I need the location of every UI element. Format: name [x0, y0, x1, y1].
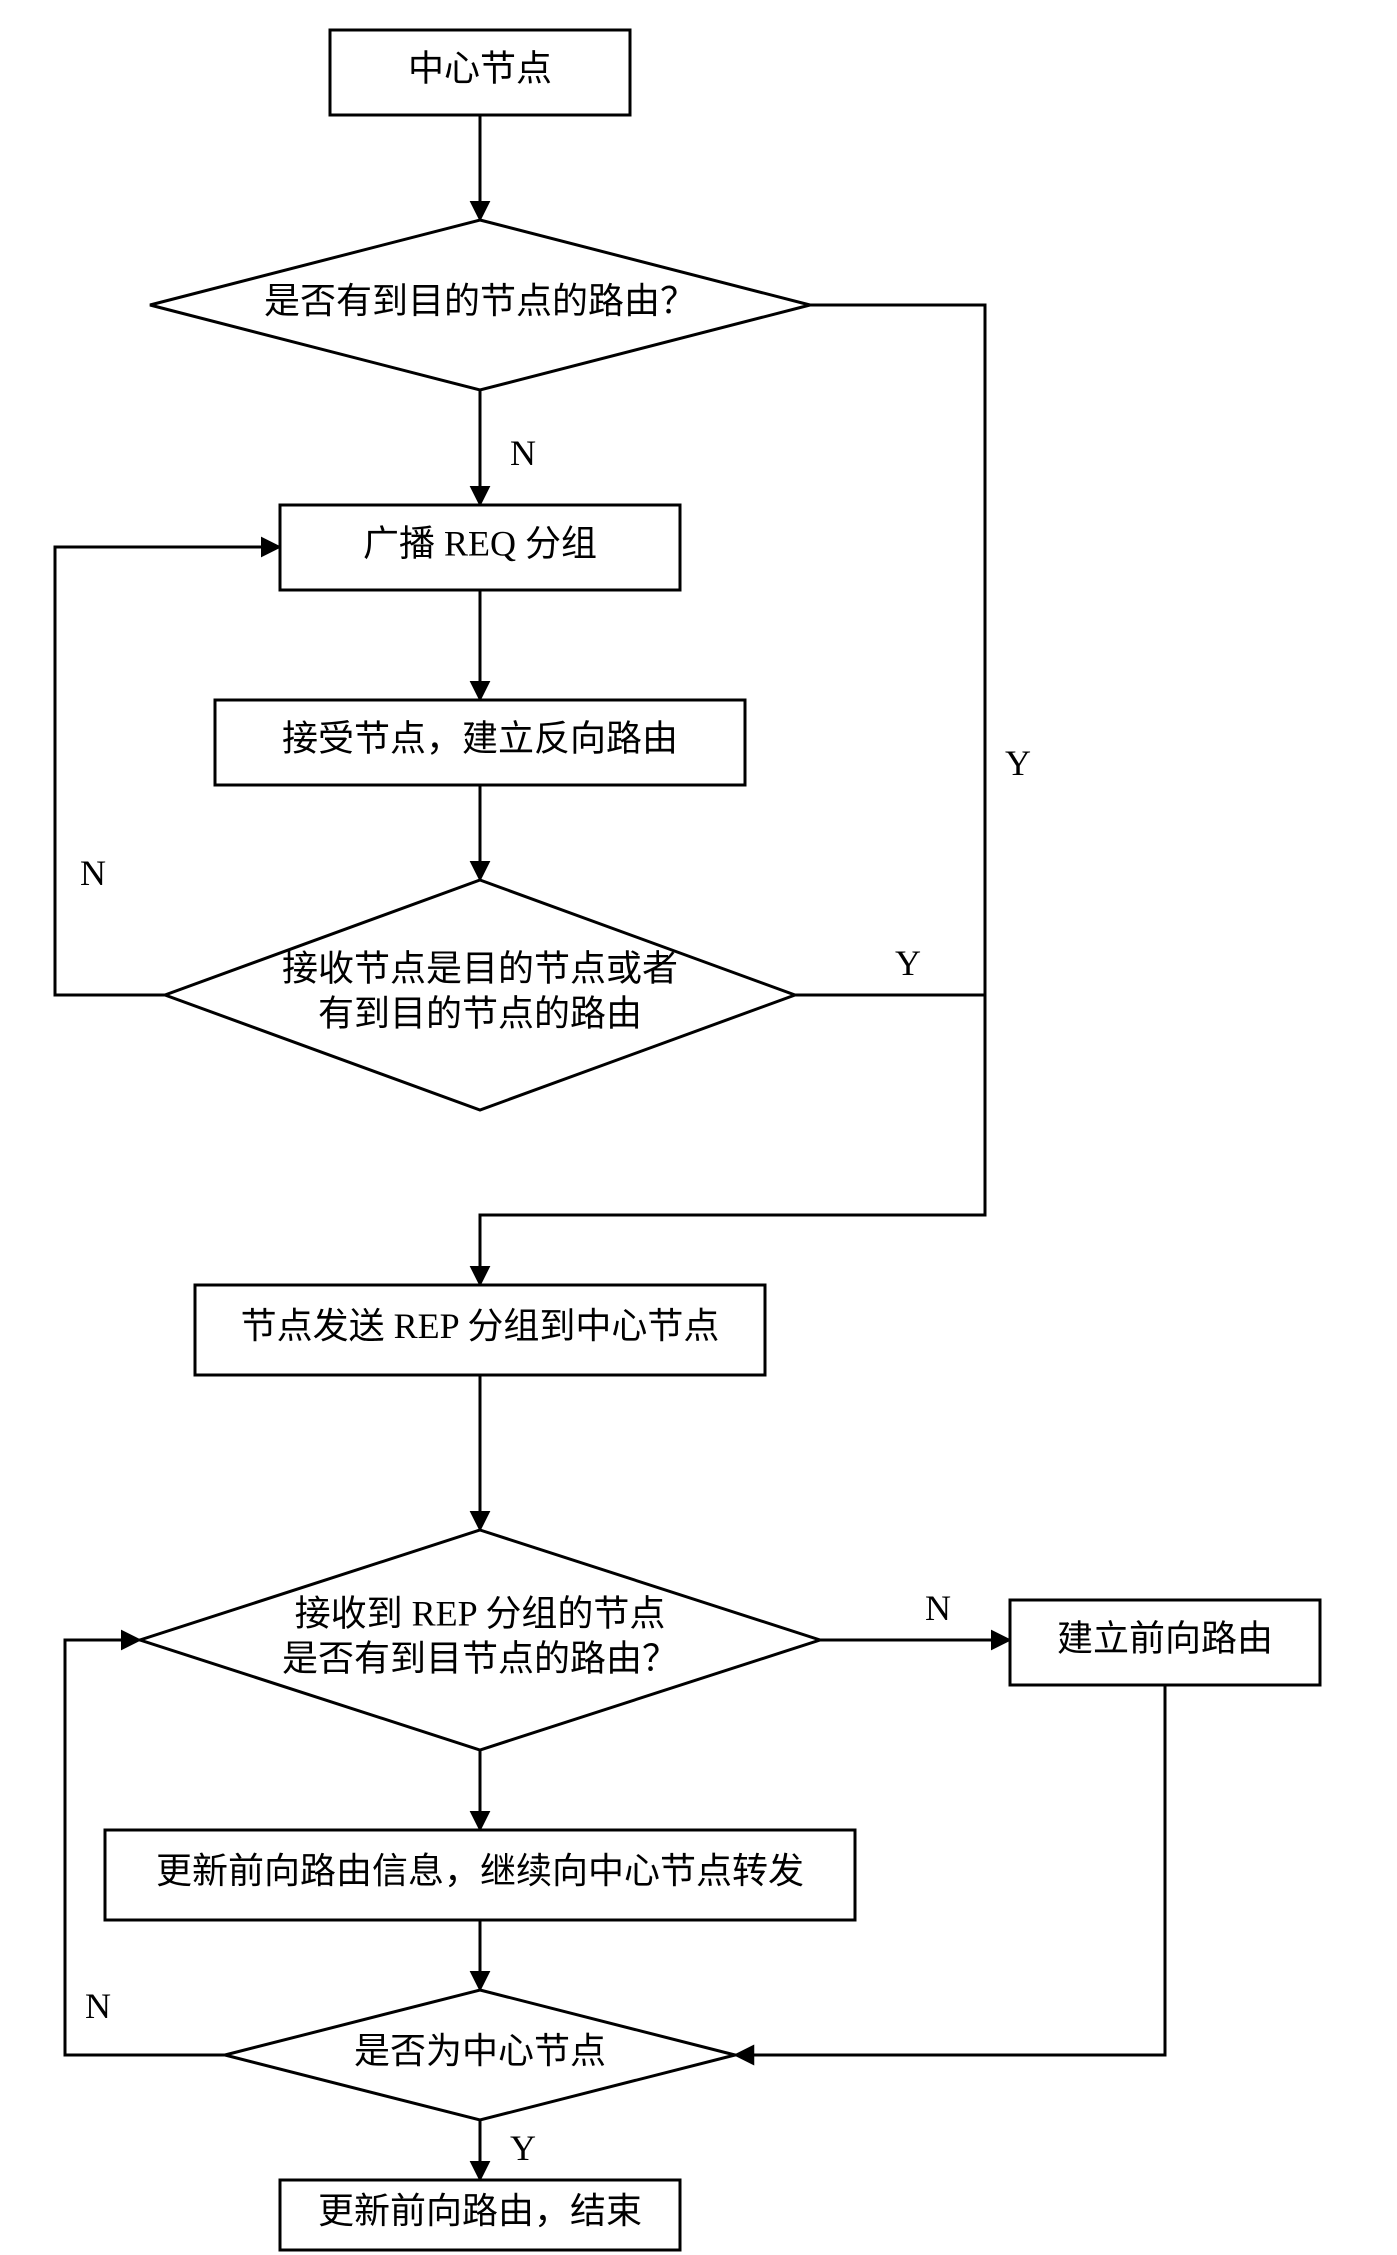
- node-n3: 广播 REQ 分组: [280, 505, 680, 590]
- flowchart-svg: N N Y Y N N Y 中心节点是否有到目的节点的路由？ 广播 REQ 分组接受节点，建立反…: [0, 0, 1397, 2255]
- node-text: 节点发送 REP 分组到中心节点: [241, 1306, 720, 1346]
- node-text: 建立前向路由: [1057, 1619, 1273, 1659]
- node-n6: 节点发送 REP 分组到中心节点: [195, 1285, 765, 1375]
- edge-label: N: [925, 1588, 951, 1628]
- edge-label: N: [80, 853, 106, 893]
- edge-label: N: [510, 433, 536, 473]
- node-text: 更新前向路由，结束: [318, 2191, 642, 2231]
- edge-label: Y: [510, 2128, 536, 2168]
- node-text: 中心节点: [408, 49, 552, 89]
- node-text: 是否为中心节点: [354, 2031, 606, 2071]
- node-n1: 中心节点: [330, 30, 630, 115]
- node-n8: 建立前向路由: [1010, 1600, 1320, 1685]
- node-text: 广播 REQ 分组: [363, 524, 597, 564]
- edge-label: N: [85, 1986, 111, 2026]
- node-text: 更新前向路由信息，继续向中心节点转发: [156, 1851, 804, 1891]
- node-text: 接收节点是目的节点或者: [282, 949, 678, 989]
- edge-label: Y: [1005, 743, 1031, 783]
- node-text: 是否有到目节点的路由？: [282, 1639, 678, 1679]
- node-n4: 接受节点，建立反向路由: [215, 700, 745, 785]
- node-text: 接受节点，建立反向路由: [282, 719, 678, 759]
- node-text: 是否有到目的节点的路由？: [264, 281, 696, 321]
- node-n9: 更新前向路由信息，继续向中心节点转发: [105, 1830, 855, 1920]
- node-text: 接收到 REP 分组的节点: [295, 1594, 666, 1634]
- edge-label: Y: [895, 943, 921, 983]
- node-text: 有到目的节点的路由: [318, 994, 642, 1034]
- node-n11: 更新前向路由，结束: [280, 2180, 680, 2250]
